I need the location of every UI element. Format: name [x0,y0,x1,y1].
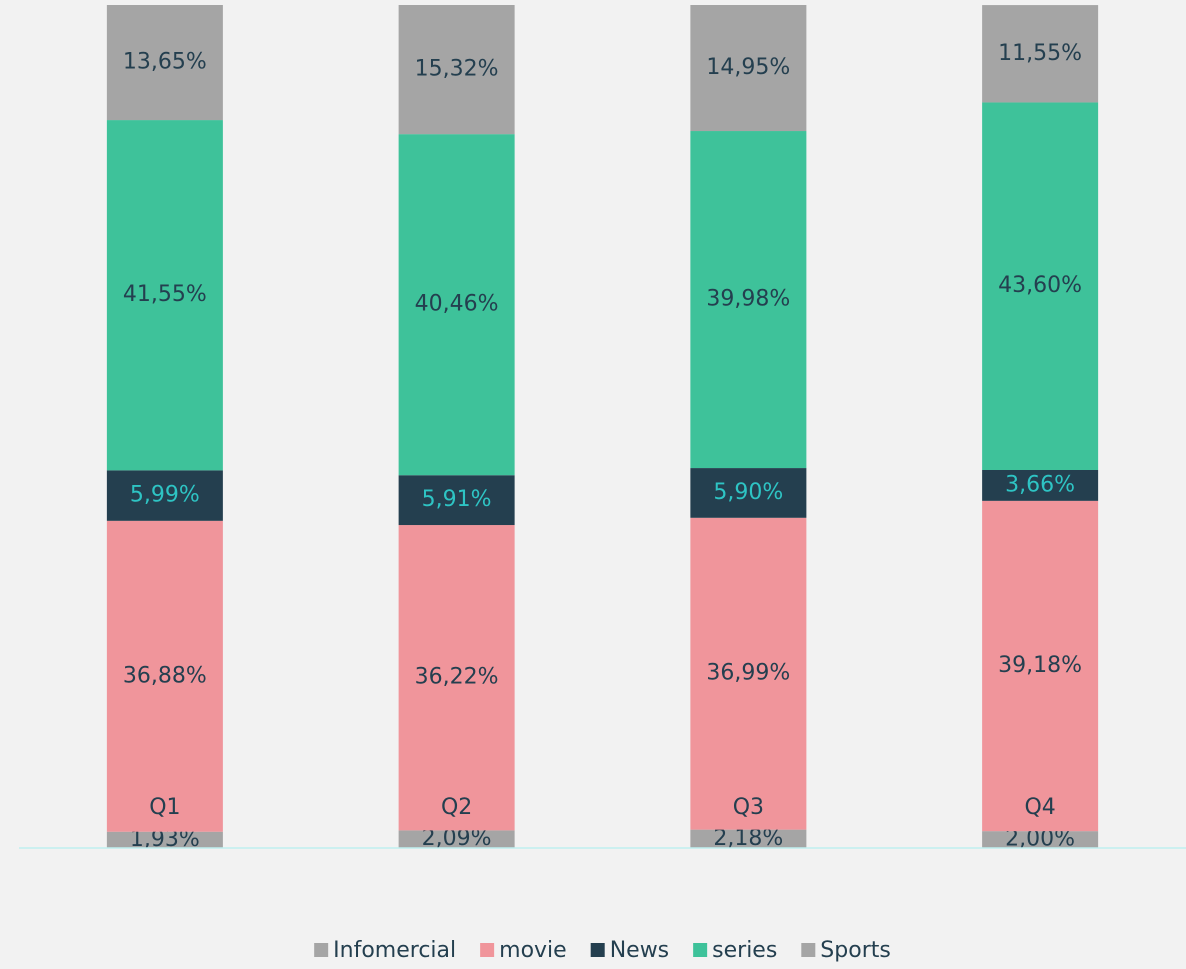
legend: Infomercial movie News series Sports [314,938,891,963]
bar-segment [398,475,515,526]
value-label: 36,99% [706,661,790,686]
value-label: 13,65% [123,50,207,75]
value-label: 39,18% [998,653,1082,678]
value-label: 39,98% [706,287,790,312]
value-label: 40,46% [415,292,499,317]
value-label: 2,18% [713,826,783,851]
bar-segment [690,517,807,830]
bar-segment [106,470,223,521]
bar-segment [982,5,1099,103]
value-label: 43,60% [998,273,1082,298]
value-label: 5,91% [422,487,492,512]
value-label: 5,90% [713,480,783,505]
legend-swatch [801,943,816,957]
bar-segment [398,525,515,831]
bar-segment [982,469,1099,501]
legend-swatch [590,943,605,957]
bar-segment [982,831,1099,848]
bar-segment [398,830,515,848]
legend-swatch [693,943,708,957]
value-label: 15,32% [415,57,499,82]
legend-swatch [314,943,329,957]
bar-segment [690,829,807,848]
value-label: 11,55% [998,41,1082,66]
bar-segment [398,5,515,135]
legend-label: News [610,938,669,963]
legend-label: series [712,938,777,963]
value-label: 41,55% [123,282,207,307]
legend-swatch [480,943,495,957]
bar-segment [690,5,807,132]
bar-segment [982,102,1099,470]
bar-segment [398,134,515,476]
legend-label: movie [499,938,567,963]
bar-segment [690,131,807,469]
value-label: 3,66% [1005,472,1075,497]
value-label: 36,88% [123,663,207,688]
value-label: 36,22% [415,665,499,690]
x-tick-label: Q1 [149,795,180,820]
bar-segment [982,500,1099,832]
legend-label: Infomercial [333,938,456,963]
bar-segment [690,468,807,518]
bar-segment [106,120,223,471]
x-tick-label: Q4 [1024,795,1055,820]
x-tick-label: Q3 [733,795,764,820]
legend-label: Sports [820,938,891,963]
bar-segment [106,5,223,121]
value-label: 14,95% [706,55,790,80]
bar-segment [106,520,223,832]
x-tick-label: Q2 [441,795,472,820]
bar-segment [106,831,223,848]
value-label: 5,99% [130,483,200,508]
